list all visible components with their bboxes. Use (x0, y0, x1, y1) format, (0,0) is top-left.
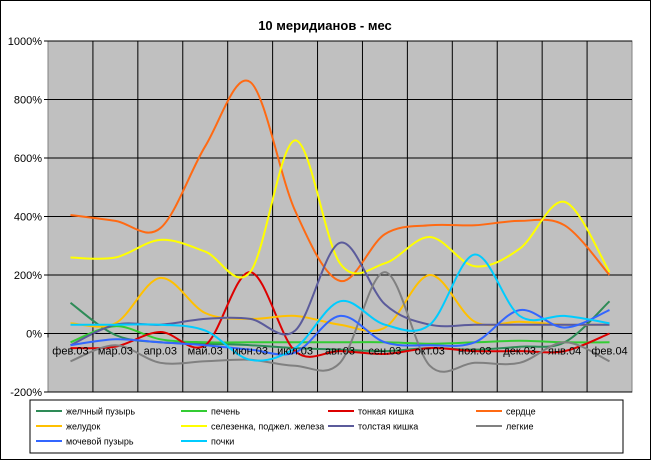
x-tick-label: янв.04 (548, 346, 581, 358)
x-tick-label: фев.04 (591, 346, 627, 358)
x-tick-label: май.03 (188, 346, 223, 358)
x-tick-label: мар.03 (98, 346, 133, 358)
legend-label: легкие (506, 422, 534, 432)
y-tick-label: 600% (14, 153, 42, 165)
chart-title: 10 меридианов - мес (258, 18, 392, 33)
y-tick-label: 0% (26, 329, 42, 341)
x-tick-label: апр.03 (144, 346, 177, 358)
legend-box (29, 399, 624, 454)
x-tick-label: июл.03 (277, 346, 313, 358)
legend: желчный пузырь печень тонкая кишка сердце же… (29, 399, 624, 454)
series-line-9 (70, 309, 610, 356)
series-line-3 (70, 271, 610, 358)
x-tick-label: авг.03 (325, 346, 355, 358)
x-tick-label: ноя.03 (458, 346, 491, 358)
legend-label: сердце (506, 407, 536, 417)
y-tick-label: -200% (10, 387, 42, 399)
series-line-4 (70, 79, 611, 282)
legend-label: желудок (66, 422, 100, 432)
series-line-2 (70, 325, 610, 345)
x-tick-label: дек.03 (503, 346, 536, 358)
series-line-6 (70, 139, 611, 279)
legend-label: почки (211, 437, 234, 447)
legend-label: толстая кишка (358, 422, 418, 432)
series-lines (69, 79, 611, 373)
y-tick-label: 200% (14, 270, 42, 282)
x-axis-ticks: фев.03 мар.03 апр.03 май.03 июн.03 июл.03 авг.… (47, 333, 628, 358)
series-line-10 (70, 253, 610, 362)
x-tick-label: июн.03 (232, 346, 268, 358)
y-tick-label: 1000% (8, 36, 42, 48)
x-tick-label: окт.03 (415, 346, 445, 358)
x-tick-label: сен.03 (368, 346, 401, 358)
legend-label: желчный пузырь (66, 407, 135, 417)
gridlines (48, 40, 632, 393)
series-line-8 (70, 271, 610, 373)
series-line-5 (70, 273, 610, 332)
y-axis-ticks: -200% 0% 200% 400% 600% 800% 1000% (8, 36, 48, 399)
legend-label: тонкая кишка (358, 407, 414, 417)
legend-label: печень (211, 407, 240, 417)
legend-label: мочевой пузырь (66, 437, 134, 447)
y-tick-label: 800% (14, 95, 42, 107)
legend-label: селезенка, поджел. железа (211, 422, 324, 432)
y-tick-label: 400% (14, 212, 42, 224)
x-tick-label: фев.03 (52, 346, 88, 358)
